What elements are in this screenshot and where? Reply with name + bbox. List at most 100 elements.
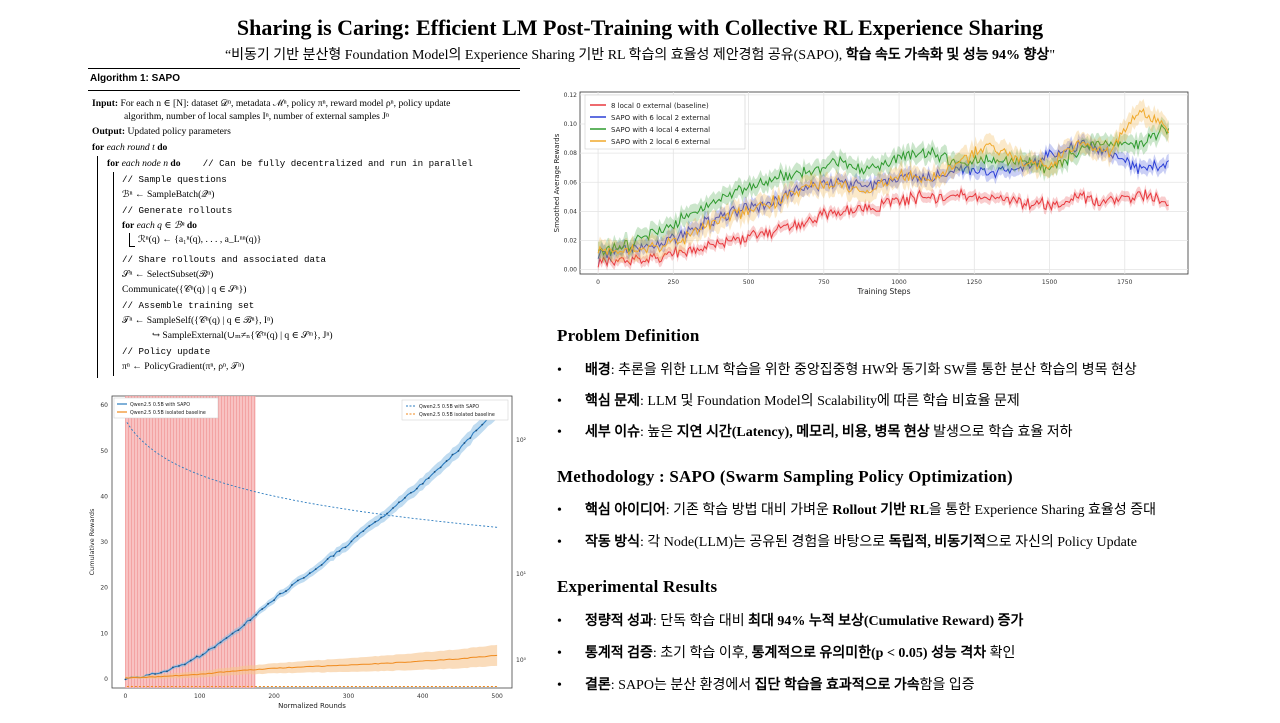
line-select: 𝒮ⁿ ← SelectSubset(ℬⁿ)	[122, 269, 214, 280]
x-tick-label: 500	[743, 279, 755, 286]
x-axis-label: Normalized Rounds	[278, 702, 346, 710]
heading-rule	[88, 90, 520, 91]
x-tick-label: 1500	[1042, 279, 1057, 286]
sapo-marker	[237, 629, 240, 632]
sapo-marker	[415, 487, 418, 490]
bullet-core-problem: • 핵심 문제: LLM 및 Foundation Model의 Scalabil…	[557, 390, 1020, 410]
bullet-core-idea: • 핵심 아이디어: 기존 학습 방법 대비 가벼운 Rollout 기반 RL을…	[557, 499, 1156, 519]
bullet-text-end: 을 통한 Experience Sharing 효율성 증대	[928, 503, 1156, 518]
algo-input-2: algorithm, number of local samples Iⁿ, n…	[124, 111, 390, 122]
sapo-marker	[172, 666, 174, 669]
y-tick-label: 0.06	[564, 179, 578, 186]
bullet-label: 통계적 검증	[585, 646, 653, 661]
legend-label: Qwen2.5 0.5B isolated baseline	[130, 410, 206, 416]
sapo-marker	[350, 540, 353, 543]
algorithm-box: Algorithm 1: SAPO Input: For each n ∈ [N…	[88, 68, 520, 380]
sapo-marker	[279, 592, 281, 595]
line-policy-gradient: πⁿ ← PolicyGradient(πⁿ, ρⁿ, 𝒯ⁿ)	[122, 361, 245, 372]
sapo-marker	[368, 525, 371, 527]
y-tick-label: 0	[104, 676, 108, 683]
series-band	[598, 184, 1169, 273]
bullet-label: 결론	[585, 678, 611, 693]
x-tick-label: 250	[668, 279, 680, 286]
bullet-glyph: •	[557, 535, 562, 550]
cumulative-chart-panel: 0 100 200 300 400 500 0 10 20 30 40 50 60 10² 10¹ 10⁰ No…	[86, 384, 527, 718]
cumulative-chart: 0 100 200 300 400 500 0 10 20 30 40 50 60 10² 10¹ 10⁰ No…	[88, 395, 527, 710]
legend-label-right: Qwen2.5 0.5B isolated baseline	[419, 412, 495, 418]
y-tick-label: 40	[100, 493, 108, 500]
bullet-text-end: 확인	[986, 646, 1016, 661]
bullet-glyph: •	[557, 394, 562, 409]
kw-do-q: do	[186, 220, 197, 231]
sapo-marker	[267, 602, 270, 605]
sapo-marker	[124, 678, 127, 681]
sapo-marker	[344, 546, 347, 549]
indent-bar-2	[113, 172, 114, 376]
for-node-text: each node n	[121, 158, 169, 169]
y2-tick-label: 10¹	[516, 571, 526, 578]
line-communicate: Communicate({𝒞ⁿ(q) | q ∈ 𝒮ⁿ})	[122, 284, 247, 295]
sapo-marker	[457, 449, 460, 452]
sapo-marker	[255, 613, 258, 616]
kw-for-q: for	[122, 220, 135, 231]
sapo-marker	[166, 670, 168, 673]
legend-box	[584, 94, 746, 150]
bullet-text: : 초기 학습 이후,	[652, 646, 752, 661]
sapo-marker	[469, 437, 472, 439]
y-tick-label: 10	[100, 630, 108, 637]
sapo-marker	[427, 477, 430, 479]
x-tick-label: 0	[596, 279, 600, 286]
bullet-label: 정량적 성과	[585, 614, 653, 629]
y-tick-label: 0.02	[564, 238, 578, 245]
output-label: Output:	[92, 126, 126, 137]
y-axis-label: Smoothed Average Rewards	[553, 133, 561, 232]
legend-label: SAPO with 6 local 2 external	[611, 114, 710, 122]
series-line	[598, 123, 1170, 257]
sapo-marker	[219, 641, 222, 644]
algo-for-q: for each q ∈ ℬⁿ do	[122, 220, 197, 232]
bullet-text-end: 발생으로 학습 효율 저하	[929, 425, 1073, 440]
x-tick-label: 400	[417, 693, 429, 700]
sapo-marker	[243, 623, 246, 626]
algo-for-round: for each round t do	[92, 142, 167, 154]
sapo-marker	[409, 491, 412, 494]
bullet-statistical: • 통계적 검증: 초기 학습 이후, 통계적으로 유의미한(p < 0.05) …	[557, 642, 1015, 662]
bullet-emphasis: 최대 94% 누적 보상(Cumulative Reward) 증가	[748, 614, 1024, 629]
bullet-quantitative: • 정량적 성과: 단독 학습 대비 최대 94% 누적 보상(Cumulativ…	[557, 610, 1023, 630]
sapo-marker	[475, 429, 478, 432]
bullet-emphasis: 통계적으로 유의미한(p < 0.05) 성능 격차	[751, 646, 987, 661]
legend-label: SAPO with 2 local 6 external	[611, 138, 710, 146]
bullet-background: • 배경: 추론을 위한 LLM 학습을 위한 중앙집중형 HW와 동기화 SW를…	[557, 359, 1137, 379]
section-methodology-title: Methodology : SAPO (Swarm Sampling Polic…	[557, 467, 1013, 486]
bullet-label: 작동 방식	[585, 535, 641, 550]
sapo-marker	[481, 423, 484, 426]
comment-generate: // Generate rollouts	[122, 205, 233, 216]
line-sample-self: 𝒯ⁿ ← SampleSelf({𝒞ⁿ(q) | q ∈ ℬⁿ}, Iⁿ)	[122, 315, 274, 326]
kw-for-node: for	[107, 158, 120, 169]
bullet-emphasis: 독립적, 비동기적	[888, 535, 986, 550]
sapo-marker	[314, 568, 317, 571]
bullet-conclusion: • 결론: SAPO는 분산 환경에서 집단 학습을 효과적으로 가속함을 입증	[557, 674, 975, 694]
subtitle-highlight: 학습 속도 가속화 및 성능 94% 향상	[845, 48, 1050, 63]
comment-policy: // Policy update	[122, 346, 211, 357]
bullet-emphasis: 지연 시간(Latency), 메모리, 비용, 병목 현상	[676, 425, 930, 440]
sapo-ratio-line	[126, 422, 498, 528]
x-tick-label: 500	[491, 693, 503, 700]
sapo-marker	[261, 608, 264, 610]
x-axis-label: Training Steps	[857, 287, 911, 296]
x-tick-label: 100	[194, 693, 206, 700]
y-tick-label: 0.12	[564, 92, 578, 99]
sapo-marker	[273, 599, 275, 602]
algo-output: Output: Updated policy parameters	[92, 126, 231, 138]
legend-label: 8 local 0 external (baseline)	[611, 102, 709, 110]
legend-box-right	[401, 399, 509, 421]
sapo-marker	[213, 646, 216, 649]
bullet-glyph: •	[557, 614, 562, 629]
comment-share: // Share rollouts and associated data	[122, 254, 326, 265]
bullet-text-end: 으로 자신의 Policy Update	[985, 535, 1137, 550]
sapo-marker	[374, 520, 377, 523]
output-text: Updated policy parameters	[127, 126, 231, 137]
sapo-marker	[189, 659, 192, 662]
series-line	[597, 107, 1170, 257]
x-tick-label: 1250	[967, 279, 982, 286]
